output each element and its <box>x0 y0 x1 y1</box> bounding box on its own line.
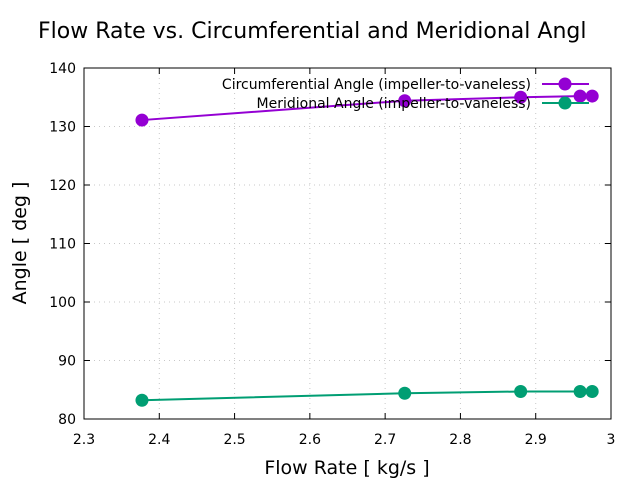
legend-label: Meridional Angle (impeller-to-vaneless) <box>257 96 531 112</box>
y-tick-label: 130 <box>49 120 76 136</box>
data-point <box>514 385 528 399</box>
legend-marker <box>558 77 572 91</box>
data-point <box>398 386 412 400</box>
x-tick-label: 2.9 <box>525 432 547 448</box>
legend: Circumferential Angle (impeller-to-vanel… <box>222 77 589 112</box>
series-0 <box>135 89 599 127</box>
data-point <box>573 89 587 103</box>
axis-ticks: 2.3 2.4 2.5 2.6 2.7 2.8 2.9 3 80 90 100 110 120 130 14… <box>49 61 615 448</box>
y-tick-label: 110 <box>49 237 76 253</box>
data-point <box>585 385 599 399</box>
data-point <box>514 90 528 104</box>
y-axis-label: Angle [ deg ] <box>9 182 31 305</box>
y-tick-label: 80 <box>58 412 76 428</box>
data-point <box>398 94 412 108</box>
chart-title: Flow Rate vs. Circumferential and Meridi… <box>38 19 586 44</box>
data-point <box>585 89 599 103</box>
y-tick-label: 100 <box>49 295 76 311</box>
legend-label: Circumferential Angle (impeller-to-vanel… <box>222 77 531 93</box>
x-axis-label: Flow Rate [ kg/s ] <box>264 457 429 479</box>
grid <box>84 68 611 419</box>
legend-marker <box>558 96 572 110</box>
y-tick-label: 90 <box>58 354 76 370</box>
y-tick-label: 120 <box>49 178 76 194</box>
x-tick-label: 2.4 <box>148 432 170 448</box>
x-tick-label: 2.7 <box>374 432 396 448</box>
plot-frame <box>83 67 612 420</box>
x-tick-label: 2.6 <box>299 432 321 448</box>
legend-item: Circumferential Angle (impeller-to-vanel… <box>222 77 589 93</box>
series-1 <box>135 385 599 407</box>
x-tick-label: 3 <box>607 432 616 448</box>
legend-item: Meridional Angle (impeller-to-vaneless) <box>257 96 589 112</box>
data-point <box>135 113 149 127</box>
x-tick-label: 2.5 <box>223 432 245 448</box>
y-tick-label: 140 <box>49 61 76 77</box>
series-layer <box>135 89 599 407</box>
data-point <box>135 393 149 407</box>
x-tick-label: 2.8 <box>449 432 471 448</box>
data-point <box>573 385 587 399</box>
x-tick-label: 2.3 <box>73 432 95 448</box>
